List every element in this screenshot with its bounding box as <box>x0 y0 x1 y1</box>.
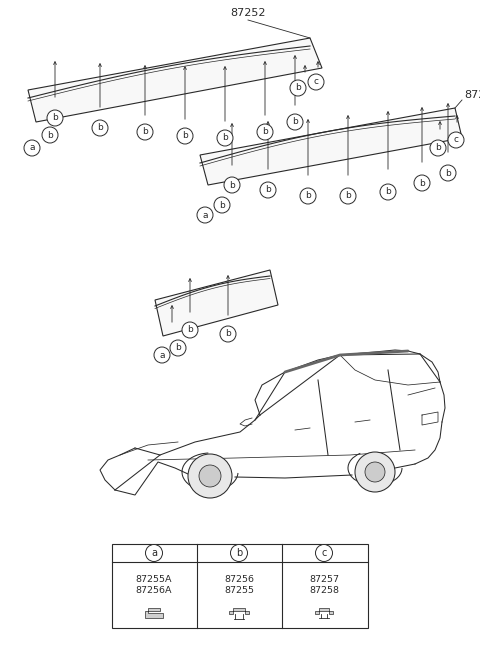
Circle shape <box>290 80 306 96</box>
Text: 87251: 87251 <box>464 90 480 100</box>
Circle shape <box>365 462 385 482</box>
Circle shape <box>315 544 333 562</box>
Circle shape <box>430 140 446 156</box>
Text: a: a <box>159 350 165 359</box>
Text: a: a <box>151 548 157 558</box>
Text: b: b <box>142 127 148 136</box>
Circle shape <box>188 454 232 498</box>
Text: c: c <box>321 548 327 558</box>
Circle shape <box>260 182 276 198</box>
Text: c: c <box>313 77 319 87</box>
Text: b: b <box>187 325 193 335</box>
Circle shape <box>257 124 273 140</box>
Text: b: b <box>419 178 425 188</box>
Text: b: b <box>229 180 235 190</box>
Text: b: b <box>52 113 58 123</box>
Text: b: b <box>345 192 351 201</box>
Text: b: b <box>47 131 53 140</box>
Circle shape <box>440 165 456 181</box>
Text: c: c <box>454 136 458 144</box>
Text: b: b <box>295 83 301 92</box>
Polygon shape <box>315 608 333 614</box>
Polygon shape <box>229 608 249 614</box>
Circle shape <box>300 188 316 204</box>
Polygon shape <box>28 38 322 122</box>
Circle shape <box>217 130 233 146</box>
Circle shape <box>220 326 236 342</box>
Circle shape <box>177 128 193 144</box>
Circle shape <box>380 184 396 200</box>
Text: b: b <box>435 144 441 152</box>
Text: b: b <box>222 134 228 142</box>
Text: a: a <box>29 144 35 152</box>
Circle shape <box>308 74 324 90</box>
Circle shape <box>230 544 248 562</box>
Text: 87255A
87256A: 87255A 87256A <box>136 575 172 596</box>
Circle shape <box>42 127 58 143</box>
Text: b: b <box>292 117 298 127</box>
Text: b: b <box>182 131 188 140</box>
Text: b: b <box>385 188 391 197</box>
Text: b: b <box>219 201 225 209</box>
Circle shape <box>414 175 430 191</box>
Text: 87252: 87252 <box>230 8 266 18</box>
Circle shape <box>224 177 240 193</box>
Text: b: b <box>236 548 242 558</box>
Circle shape <box>24 140 40 156</box>
Circle shape <box>199 465 221 487</box>
Text: b: b <box>265 186 271 194</box>
Circle shape <box>137 124 153 140</box>
Circle shape <box>197 207 213 223</box>
Circle shape <box>214 197 230 213</box>
Text: 87256
87255: 87256 87255 <box>224 575 254 596</box>
Polygon shape <box>145 608 163 618</box>
Text: b: b <box>262 127 268 136</box>
Circle shape <box>170 340 186 356</box>
Polygon shape <box>200 108 462 185</box>
Text: 87257
87258: 87257 87258 <box>309 575 339 596</box>
Text: a: a <box>202 211 208 220</box>
Text: b: b <box>445 169 451 178</box>
Circle shape <box>355 452 395 492</box>
Text: b: b <box>225 329 231 338</box>
Circle shape <box>340 188 356 204</box>
Polygon shape <box>155 270 278 336</box>
Circle shape <box>92 120 108 136</box>
Circle shape <box>47 110 63 126</box>
Circle shape <box>182 322 198 338</box>
Circle shape <box>145 544 163 562</box>
Circle shape <box>154 347 170 363</box>
Circle shape <box>287 114 303 130</box>
Text: b: b <box>97 123 103 133</box>
Text: b: b <box>305 192 311 201</box>
Text: b: b <box>175 344 181 352</box>
Circle shape <box>448 132 464 148</box>
